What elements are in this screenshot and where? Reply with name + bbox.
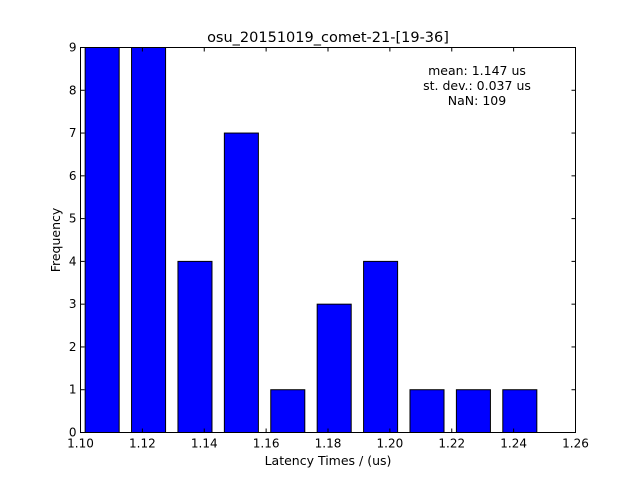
histogram-bar-8	[409, 389, 445, 434]
y-tick-label: 4	[69, 254, 77, 268]
histogram-bar-3	[177, 260, 213, 433]
histogram-bar-9	[455, 389, 491, 434]
x-tick-label: 1.22	[438, 437, 465, 451]
stdev-annotation: st. dev.: 0.037 us	[423, 78, 531, 93]
x-tick-label: 1.24	[500, 437, 527, 451]
x-tick-label: 1.14	[191, 437, 218, 451]
x-tick-label: 1.10	[67, 437, 94, 451]
x-tick-label: 1.26	[562, 437, 589, 451]
x-tick-label: 1.20	[377, 437, 404, 451]
y-tick-label: 9	[69, 41, 77, 55]
histogram-bar-2	[131, 47, 167, 433]
y-tick-label: 0	[69, 426, 77, 440]
y-tick-label: 6	[69, 169, 77, 183]
histogram-bar-1	[84, 47, 120, 433]
histogram-bar-4	[223, 132, 259, 434]
y-tick-label: 5	[69, 212, 77, 226]
y-tick-label: 8	[69, 83, 77, 97]
y-tick-label: 3	[69, 297, 77, 311]
x-axis-label: Latency Times / (us)	[265, 453, 392, 468]
histogram-bar-5	[270, 389, 306, 434]
x-tick-label: 1.16	[253, 437, 280, 451]
chart-title: osu_20151019_comet-21-[19-36]	[207, 30, 449, 46]
x-tick-label: 1.12	[129, 437, 156, 451]
y-tick-label: 1	[69, 383, 77, 397]
histogram-bar-6	[316, 303, 352, 433]
nan-annotation: NaN: 109	[448, 93, 506, 108]
y-tick-label: 2	[69, 340, 77, 354]
ticks-group: 1.10 1.12 1.14 1.16 1.18 1.20 1.22 1.24 1.26 0 1 2 3…	[67, 41, 589, 451]
stats-annotation: mean: 1.147 us st. dev.: 0.037 us NaN: 1…	[423, 63, 531, 108]
histogram-bar-10	[502, 389, 538, 434]
y-axis-label: Frequency	[48, 207, 63, 272]
bars-group	[84, 47, 538, 434]
x-tick-label: 1.18	[315, 437, 342, 451]
mean-annotation: mean: 1.147 us	[428, 63, 526, 78]
histogram-bar-7	[363, 260, 399, 433]
y-tick-label: 7	[69, 126, 77, 140]
